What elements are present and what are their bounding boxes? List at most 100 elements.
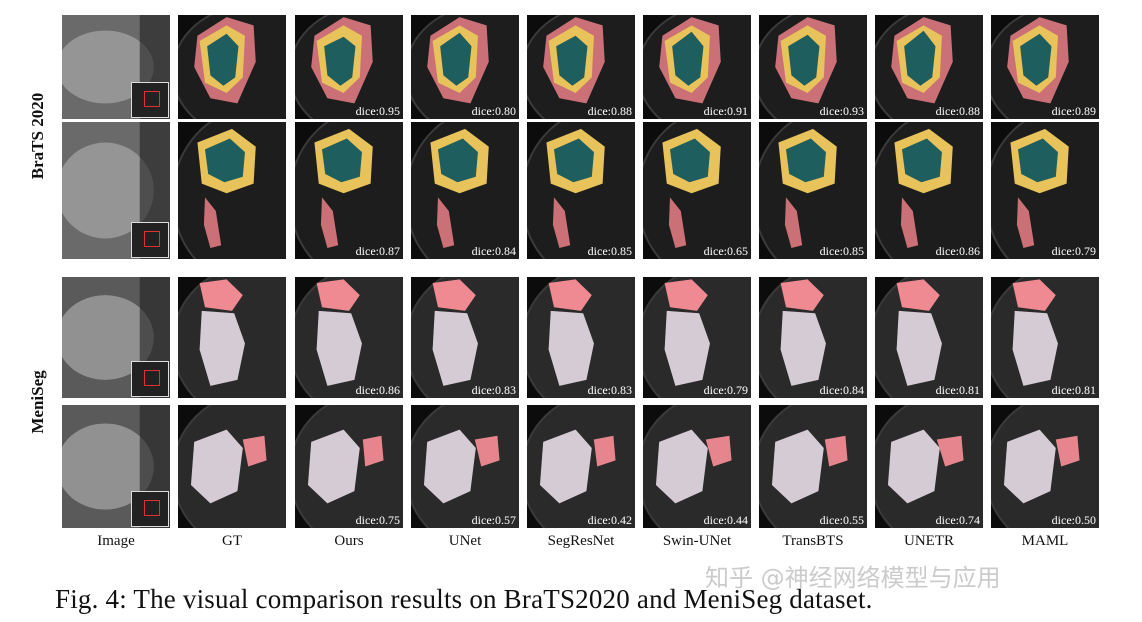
thumbnail-inset <box>131 82 169 118</box>
scan-image <box>295 277 403 398</box>
scan-image <box>759 405 867 528</box>
dice-score: dice:0.80 <box>471 104 516 118</box>
roi-box <box>144 231 160 247</box>
segmentation-panel: dice:0.55 <box>759 405 867 528</box>
dice-score: dice:0.81 <box>935 383 980 397</box>
dice-score: dice:0.84 <box>819 383 864 397</box>
dice-score: dice:0.84 <box>471 244 516 258</box>
dice-score: dice:0.83 <box>471 383 516 397</box>
dice-score: dice:0.81 <box>1051 383 1096 397</box>
segmentation-panel <box>178 405 286 528</box>
segmentation-panel <box>178 15 286 119</box>
segmentation-panel: dice:0.84 <box>759 277 867 398</box>
scan-image <box>991 122 1099 259</box>
segmentation-panel: dice:0.85 <box>527 122 635 259</box>
segmentation-panel: dice:0.79 <box>991 122 1099 259</box>
segmentation-panel: dice:0.65 <box>643 122 751 259</box>
scan-image <box>178 15 286 119</box>
segmentation-panel: dice:0.57 <box>411 405 519 528</box>
watermark: 知乎 @神经网络模型与应用 <box>705 564 1001 592</box>
scan-image <box>527 15 635 119</box>
dice-score: dice:0.75 <box>355 513 400 527</box>
scan-image <box>875 277 983 398</box>
segmentation-panel: dice:0.91 <box>643 15 751 119</box>
roi-box <box>144 500 160 516</box>
scan-image <box>411 122 519 259</box>
scan-image <box>759 277 867 398</box>
scan-image <box>527 277 635 398</box>
scan-image <box>527 405 635 528</box>
dice-score: dice:0.42 <box>587 513 632 527</box>
segmentation-panel: dice:0.88 <box>875 15 983 119</box>
segmentation-panel: dice:0.81 <box>991 277 1099 398</box>
input-image-panel <box>62 15 170 119</box>
segmentation-panel: dice:0.74 <box>875 405 983 528</box>
dice-score: dice:0.50 <box>1051 513 1096 527</box>
thumbnail-inset <box>131 491 169 527</box>
column-label: SegResNet <box>547 533 615 549</box>
input-image-panel <box>62 277 170 398</box>
dice-score: dice:0.95 <box>355 104 400 118</box>
segmentation-panel: dice:0.84 <box>411 122 519 259</box>
scan-image <box>875 405 983 528</box>
dice-score: dice:0.74 <box>935 513 980 527</box>
input-image-panel <box>62 405 170 528</box>
dice-score: dice:0.87 <box>355 244 400 258</box>
scan-image <box>411 15 519 119</box>
segmentation-panel: dice:0.81 <box>875 277 983 398</box>
scan-image <box>643 122 751 259</box>
segmentation-panel: dice:0.50 <box>991 405 1099 528</box>
segmentation-panel: dice:0.83 <box>527 277 635 398</box>
segmentation-panel: dice:0.86 <box>295 277 403 398</box>
scan-image <box>178 405 286 528</box>
segmentation-panel: dice:0.85 <box>759 122 867 259</box>
scan-image <box>643 277 751 398</box>
row-label-meniseg: MeniSeg <box>28 370 47 434</box>
dice-score: dice:0.79 <box>703 383 748 397</box>
column-label: MAML <box>1021 533 1069 549</box>
scan-image <box>411 405 519 528</box>
segmentation-panel: dice:0.88 <box>527 15 635 119</box>
figure-caption: Fig. 4: The visual comparison results on… <box>55 584 873 614</box>
dice-score: dice:0.89 <box>1051 104 1096 118</box>
segmentation-panel: dice:0.44 <box>643 405 751 528</box>
thumbnail-inset <box>131 222 169 258</box>
scan-image <box>759 15 867 119</box>
dice-score: dice:0.88 <box>587 104 632 118</box>
dice-score: dice:0.55 <box>819 513 864 527</box>
dice-score: dice:0.65 <box>703 244 748 258</box>
input-image-panel <box>62 122 170 259</box>
dice-score: dice:0.79 <box>1051 244 1096 258</box>
segmentation-panel: dice:0.79 <box>643 277 751 398</box>
segmentation-panel <box>178 122 286 259</box>
scan-image <box>295 15 403 119</box>
column-label: TransBTS <box>782 533 844 549</box>
dice-score: dice:0.85 <box>819 244 864 258</box>
scan-image <box>643 15 751 119</box>
column-label: Ours <box>334 533 364 549</box>
segmentation-panel: dice:0.83 <box>411 277 519 398</box>
roi-box <box>144 91 160 107</box>
dice-score: dice:0.91 <box>703 104 748 118</box>
column-label: Swin-UNet <box>662 533 732 549</box>
dice-score: dice:0.88 <box>935 104 980 118</box>
segmentation-panel: dice:0.87 <box>295 122 403 259</box>
segmentation-panel: dice:0.75 <box>295 405 403 528</box>
scan-image <box>411 277 519 398</box>
column-label: UNETR <box>904 533 954 549</box>
dice-score: dice:0.44 <box>703 513 748 527</box>
dice-score: dice:0.86 <box>355 383 400 397</box>
scan-image <box>527 122 635 259</box>
dice-score: dice:0.57 <box>471 513 516 527</box>
thumbnail-inset <box>131 361 169 397</box>
scan-image <box>875 15 983 119</box>
scan-image <box>991 15 1099 119</box>
row-label-brats: BraTS 2020 <box>28 92 47 180</box>
scan-image <box>62 15 170 119</box>
column-label: UNet <box>448 533 482 549</box>
segmentation-panel: dice:0.42 <box>527 405 635 528</box>
dice-score: dice:0.86 <box>935 244 980 258</box>
scan-image <box>178 277 286 398</box>
scan-image <box>295 405 403 528</box>
column-label: Image <box>97 533 135 549</box>
